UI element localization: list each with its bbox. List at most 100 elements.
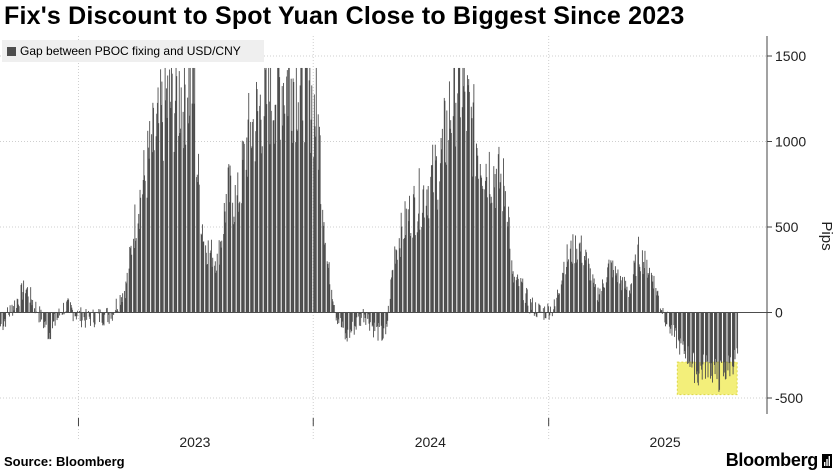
bar <box>605 282 607 313</box>
bar <box>391 270 393 313</box>
bar <box>535 312 537 317</box>
bar <box>549 306 551 313</box>
bar <box>626 286 628 313</box>
bar <box>65 311 67 313</box>
bar <box>413 185 415 313</box>
bar <box>117 309 118 313</box>
bar <box>273 120 275 313</box>
bar <box>196 174 198 313</box>
bar <box>706 312 708 356</box>
bar <box>250 121 252 313</box>
bar <box>142 180 144 313</box>
bar <box>382 312 384 339</box>
bar <box>425 205 427 313</box>
bar <box>597 287 599 313</box>
bar <box>445 162 447 313</box>
bar <box>499 188 501 313</box>
bar <box>630 284 632 313</box>
bar <box>734 312 736 360</box>
bar <box>673 312 675 326</box>
bar <box>113 312 115 315</box>
bar <box>731 312 733 367</box>
bar <box>683 312 685 354</box>
bar <box>319 135 321 313</box>
bar <box>702 312 704 365</box>
bar <box>178 71 180 313</box>
bar <box>27 287 28 313</box>
bar <box>365 312 367 325</box>
bar <box>196 177 198 313</box>
bar <box>701 312 703 370</box>
bar <box>367 312 369 319</box>
bar <box>473 84 475 313</box>
bar <box>462 67 464 313</box>
bar <box>383 312 385 329</box>
bar <box>652 288 654 313</box>
bar <box>520 278 522 313</box>
bar <box>313 94 315 313</box>
bar <box>698 312 700 374</box>
bar <box>140 197 142 313</box>
bar <box>333 305 335 313</box>
bar <box>522 278 524 313</box>
bar <box>513 276 515 313</box>
bar <box>701 312 703 380</box>
bar <box>621 290 623 313</box>
bar <box>390 279 392 313</box>
bar <box>215 272 217 313</box>
bar <box>557 289 558 313</box>
bar <box>646 259 648 313</box>
bar <box>360 312 362 326</box>
bar <box>547 303 549 313</box>
bar <box>677 312 679 340</box>
bar <box>17 299 19 313</box>
bar <box>571 261 573 313</box>
bar <box>629 293 631 313</box>
bar <box>682 312 684 345</box>
bar <box>607 267 609 313</box>
bar <box>518 286 520 313</box>
bar <box>297 102 299 313</box>
bar <box>315 67 317 313</box>
bar <box>489 194 491 313</box>
bar <box>423 217 425 313</box>
bar <box>274 104 276 313</box>
bar <box>549 312 551 316</box>
bar <box>147 147 149 313</box>
bar <box>189 67 191 313</box>
bar <box>625 280 627 313</box>
bar <box>620 280 622 313</box>
source-note: Source: Bloomberg <box>4 454 125 469</box>
bar <box>423 185 425 313</box>
bar <box>369 312 371 331</box>
bar <box>250 148 252 313</box>
bar <box>719 312 721 361</box>
bar <box>557 295 559 313</box>
bar <box>272 120 274 313</box>
bar <box>448 81 450 313</box>
bar <box>455 102 457 313</box>
bar <box>395 249 397 313</box>
bar <box>241 140 243 313</box>
bar <box>475 143 477 313</box>
bar <box>506 221 508 313</box>
bar <box>35 301 37 313</box>
bar <box>385 312 387 325</box>
bar <box>350 312 352 333</box>
bar <box>421 212 423 313</box>
bar <box>106 308 108 313</box>
bar <box>509 248 511 313</box>
bar <box>88 310 90 313</box>
bar <box>531 297 533 313</box>
bar <box>419 229 421 313</box>
bar <box>594 284 596 313</box>
bar <box>306 67 308 313</box>
bar <box>318 169 320 313</box>
bar <box>647 273 649 313</box>
bar <box>722 312 724 377</box>
bar <box>30 287 32 313</box>
bar <box>683 312 685 342</box>
bar <box>13 310 15 313</box>
bar <box>430 176 432 313</box>
